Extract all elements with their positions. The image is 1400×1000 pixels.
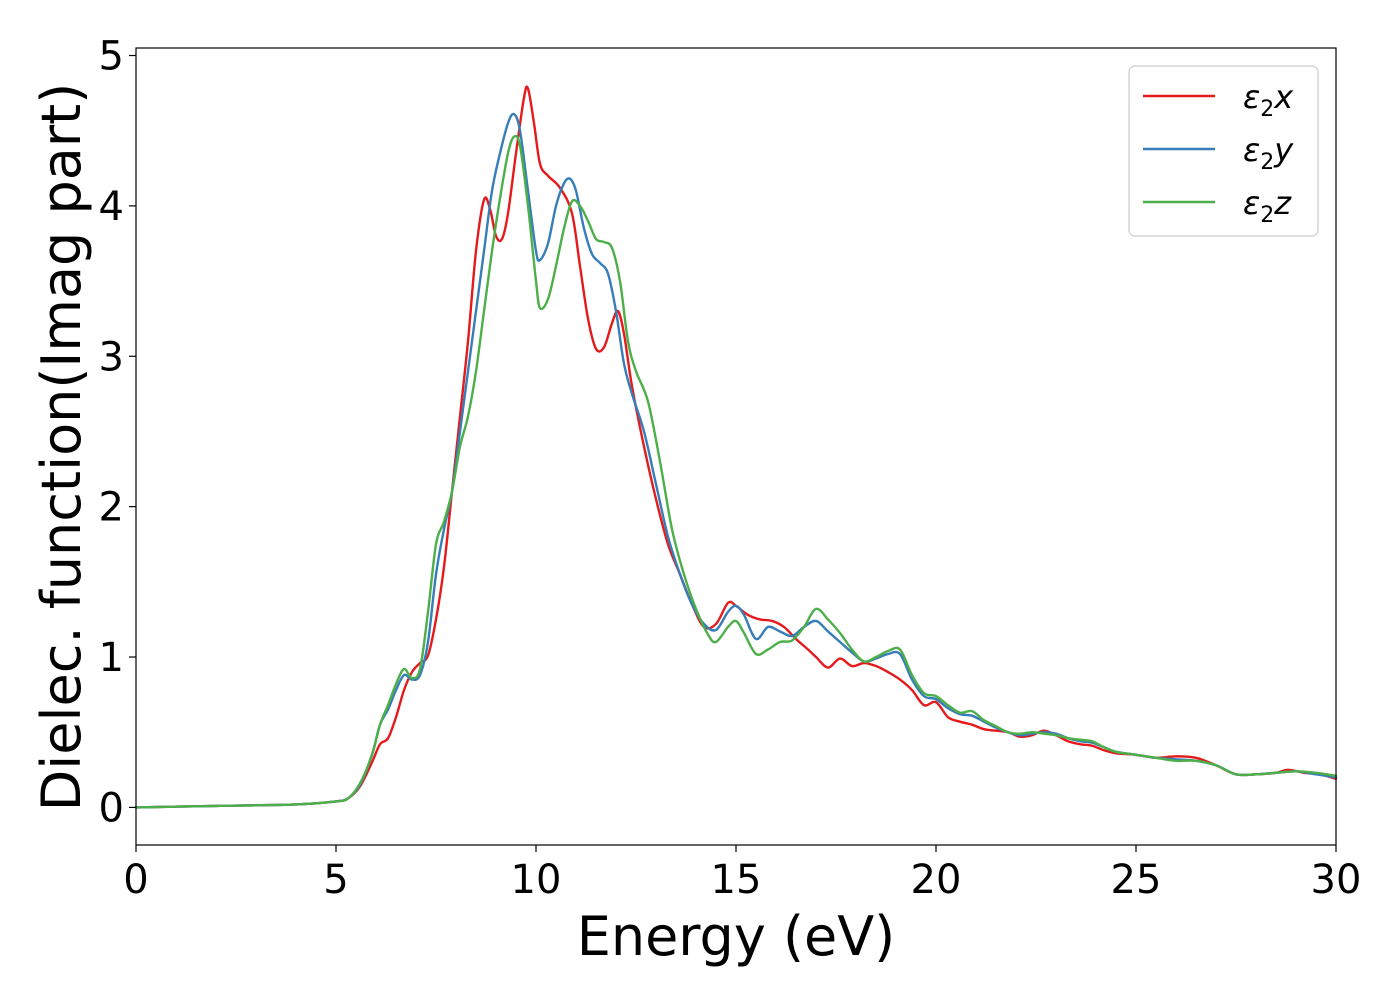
x-tick-label: 20 bbox=[911, 857, 962, 903]
y-tick-label: 4 bbox=[99, 184, 124, 230]
y-tick-label: 0 bbox=[99, 785, 124, 831]
series-lines bbox=[134, 85, 1338, 809]
x-tick-label: 25 bbox=[1111, 857, 1162, 903]
legend-box bbox=[1128, 65, 1319, 237]
x-axis-ticks: 0 5 10 15 20 25 30 bbox=[123, 845, 1361, 903]
y-tick-label: 1 bbox=[99, 635, 124, 681]
x-tick-label: 0 bbox=[123, 857, 148, 903]
x-tick-label: 15 bbox=[711, 857, 762, 903]
y-axis-ticks: 0 1 2 3 4 5 bbox=[99, 34, 136, 831]
x-tick-label: 10 bbox=[511, 857, 562, 903]
y-axis-label: Dielec. function(Imag part) bbox=[30, 83, 93, 812]
legend-label-x: ε2x bbox=[1243, 78, 1294, 122]
series-line-z bbox=[134, 134, 1338, 809]
x-tick-label: 30 bbox=[1311, 857, 1362, 903]
legend-label-z: ε2z bbox=[1243, 184, 1292, 228]
x-tick-label: 5 bbox=[323, 857, 348, 903]
legend: ε2x ε2y ε2z bbox=[1128, 65, 1319, 237]
y-tick-label: 5 bbox=[99, 34, 124, 80]
legend-label-y: ε2y bbox=[1243, 131, 1294, 175]
y-tick-label: 2 bbox=[99, 485, 124, 531]
x-axis-label: Energy (eV) bbox=[577, 905, 896, 968]
y-tick-label: 3 bbox=[99, 334, 124, 380]
